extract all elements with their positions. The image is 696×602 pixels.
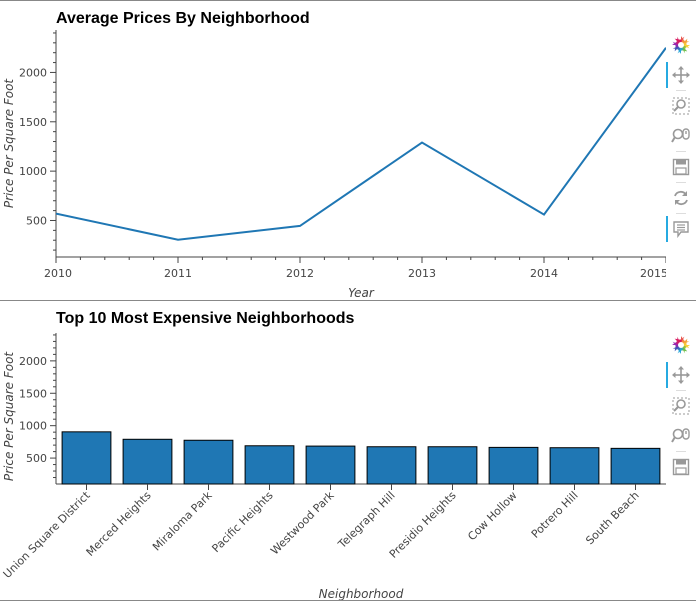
toolbar-separator [676,182,686,183]
bar-chart-title: Top 10 Most Expensive Neighborhoods [56,310,355,327]
bar-y-tick-label: 1500 [19,387,47,400]
middle-rule [0,300,696,301]
reset-tool[interactable] [666,183,696,213]
bar-x-tick-label: Union Square District [1,488,93,580]
bar-potrero-hill[interactable] [549,447,600,485]
bokeh-logo-tool[interactable] [666,30,696,60]
bar-westwood-park[interactable] [305,445,356,485]
wheel-zoom-icon [671,427,691,445]
line-y-tick-label: 500 [26,214,47,227]
line-x-tick-label: 2013 [408,267,436,280]
bar-x-tick-label: Presidio Heights [387,489,459,561]
line-point-2010[interactable] [53,211,59,217]
bar-chart-toolbar [666,330,696,482]
hover-tool[interactable] [666,214,696,244]
line-y-tick-label: 1500 [19,116,47,129]
wheel-zoom-icon [671,127,691,145]
bokeh-logo-tool[interactable] [666,330,696,360]
bar-telegraph-hill[interactable] [366,446,417,485]
bar-chart[interactable]: 500 1000 1500 2000 Union Square DistrictMerc… [0,300,666,602]
bar-x-tick-label: Pacific Heights [209,489,275,555]
bar-x-axis-label: Neighborhood [319,587,404,601]
pan-tool[interactable] [666,60,696,90]
toolbar-separator [676,451,686,452]
box-zoom-tool[interactable] [666,91,696,121]
line-series[interactable] [56,47,666,241]
line-x-tick-label: 2015 [640,267,666,280]
line-x-tick-label: 2010 [44,267,72,280]
bar-y-tick-label: 500 [26,452,47,465]
toolbar-separator [676,151,686,152]
bottom-rule [0,600,696,601]
active-tool-indicator [666,62,668,88]
bar-pacific-heights[interactable] [244,445,295,485]
line-x-tick-label: 2011 [164,267,192,280]
save-tool[interactable] [666,452,696,482]
active-tool-indicator [666,362,668,388]
pan-tool[interactable] [666,360,696,390]
line-chart-toolbar [666,30,696,244]
bar-miraloma-park[interactable] [183,439,234,485]
bar-y-tick-label: 1000 [19,420,47,433]
bar-y-axis-label: Price Per Square Foot [2,351,16,482]
bar-presidio-heights[interactable] [427,446,478,485]
toolbar-separator [676,90,686,91]
line-chart[interactable]: 500 1000 1500 2000 2010 2011 2012 2013 2014 2015 Y… [0,0,666,300]
pan-icon [672,366,690,384]
bar-union-square-district[interactable] [61,431,112,485]
bar-merced-heights[interactable] [122,438,173,485]
bar-cow-hollow[interactable] [488,446,539,485]
bar-chart-panel: Top 10 Most Expensive Neighborhoods 500 1… [0,300,696,602]
reset-icon [672,189,690,207]
bokeh-logo-icon [671,35,691,55]
bar-x-tick-label: Telegraph Hill [335,489,398,552]
bar-x-tick-label: Potrero Hill [529,489,581,541]
save-icon [672,458,690,476]
active-tool-indicator [666,216,668,242]
bar-x-tick-label: Merced Heights [84,489,154,559]
line-y-axis-label: Price Per Square Foot [2,78,16,209]
box-zoom-tool[interactable] [666,391,696,421]
line-y-tick-label: 1000 [19,165,47,178]
bar-x-tick-label: Westwood Park [268,488,337,557]
bar-x-tick-label: Miraloma Park [150,488,215,553]
line-x-axis-label: Year [348,286,375,300]
bar-y-tick-label: 2000 [19,355,47,368]
line-point-2012[interactable] [297,223,303,229]
toolbar-separator [676,213,686,214]
line-chart-title: Average Prices By Neighborhood [56,10,310,27]
line-x-tick-label: 2014 [530,267,558,280]
toolbar-separator [676,390,686,391]
box-zoom-icon [672,97,690,115]
box-zoom-icon [672,397,690,415]
line-chart-panel: Average Prices By Neighborhood 500 1000 15… [0,0,696,300]
hover-icon [672,220,690,238]
bar-x-tick-label: South Beach [583,489,641,547]
line-point-2011[interactable] [175,237,181,243]
save-tool[interactable] [666,152,696,182]
bar-south-beach[interactable] [610,447,661,485]
wheel-zoom-tool[interactable] [666,421,696,451]
line-point-2014[interactable] [541,212,547,218]
bokeh-logo-icon [671,335,691,355]
save-icon [672,158,690,176]
line-y-tick-label: 2000 [19,66,47,79]
bar-x-tick-label: Cow Hollow [465,489,519,543]
line-x-tick-label: 2012 [286,267,314,280]
wheel-zoom-tool[interactable] [666,121,696,151]
pan-icon [672,66,690,84]
line-point-2013[interactable] [419,140,425,146]
top-rule [0,0,696,1]
